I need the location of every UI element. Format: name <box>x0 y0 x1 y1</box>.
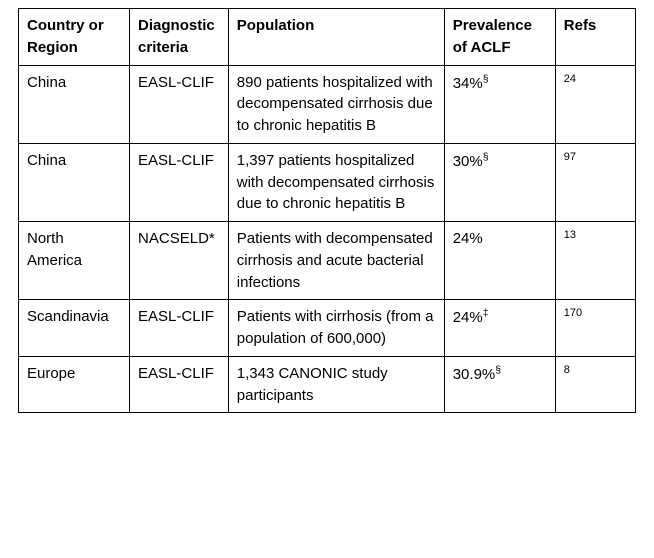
cell-criteria: EASL-CLIF <box>130 65 229 143</box>
aclf-prevalence-table-container: Country or Region Diagnostic criteria Po… <box>0 0 654 431</box>
prevalence-superscript: ‡ <box>483 307 489 319</box>
table-row: North AmericaNACSELD*Patients with decom… <box>19 222 636 300</box>
table-body: ChinaEASL-CLIF890 patients hospitalized … <box>19 65 636 413</box>
cell-prevalence: 30%§ <box>444 143 555 221</box>
table-row: ScandinaviaEASL-CLIFPatients with cirrho… <box>19 300 636 357</box>
cell-population: 1,343 CANONIC study participants <box>228 356 444 413</box>
cell-criteria: EASL-CLIF <box>130 300 229 357</box>
cell-criteria: NACSELD* <box>130 222 229 300</box>
cell-population: Patients with decompensated cirrhosis an… <box>228 222 444 300</box>
cell-refs: 13 <box>555 222 635 300</box>
cell-refs: 24 <box>555 65 635 143</box>
col-header-refs: Refs <box>555 9 635 66</box>
prevalence-superscript: § <box>495 364 501 376</box>
cell-criteria: EASL-CLIF <box>130 356 229 413</box>
prevalence-value: 24% <box>453 230 483 247</box>
cell-population: Patients with cirrhosis (from a populati… <box>228 300 444 357</box>
cell-population: 890 patients hospitalized with decompens… <box>228 65 444 143</box>
table-row: ChinaEASL-CLIF1,397 patients hospitalize… <box>19 143 636 221</box>
cell-prevalence: 24%‡ <box>444 300 555 357</box>
prevalence-value: 34% <box>453 75 483 92</box>
col-header-population: Population <box>228 9 444 66</box>
cell-country: China <box>19 65 130 143</box>
prevalence-value: 24% <box>453 309 483 326</box>
cell-prevalence: 34%§ <box>444 65 555 143</box>
cell-refs: 170 <box>555 300 635 357</box>
col-header-country: Country or Region <box>19 9 130 66</box>
table-header-row: Country or Region Diagnostic criteria Po… <box>19 9 636 66</box>
cell-population: 1,397 patients hospitalized with decompe… <box>228 143 444 221</box>
col-header-criteria: Diagnostic criteria <box>130 9 229 66</box>
aclf-prevalence-table: Country or Region Diagnostic criteria Po… <box>18 8 636 413</box>
cell-refs: 97 <box>555 143 635 221</box>
cell-country: China <box>19 143 130 221</box>
cell-country: Scandinavia <box>19 300 130 357</box>
cell-country: North America <box>19 222 130 300</box>
table-row: EuropeEASL-CLIF1,343 CANONIC study parti… <box>19 356 636 413</box>
prevalence-value: 30.9% <box>453 366 496 383</box>
cell-refs: 8 <box>555 356 635 413</box>
prevalence-value: 30% <box>453 153 483 170</box>
col-header-prevalence: Prevalence of ACLF <box>444 9 555 66</box>
cell-criteria: EASL-CLIF <box>130 143 229 221</box>
cell-prevalence: 30.9%§ <box>444 356 555 413</box>
cell-country: Europe <box>19 356 130 413</box>
prevalence-superscript: § <box>483 73 489 85</box>
cell-prevalence: 24% <box>444 222 555 300</box>
table-row: ChinaEASL-CLIF890 patients hospitalized … <box>19 65 636 143</box>
prevalence-superscript: § <box>483 151 489 163</box>
